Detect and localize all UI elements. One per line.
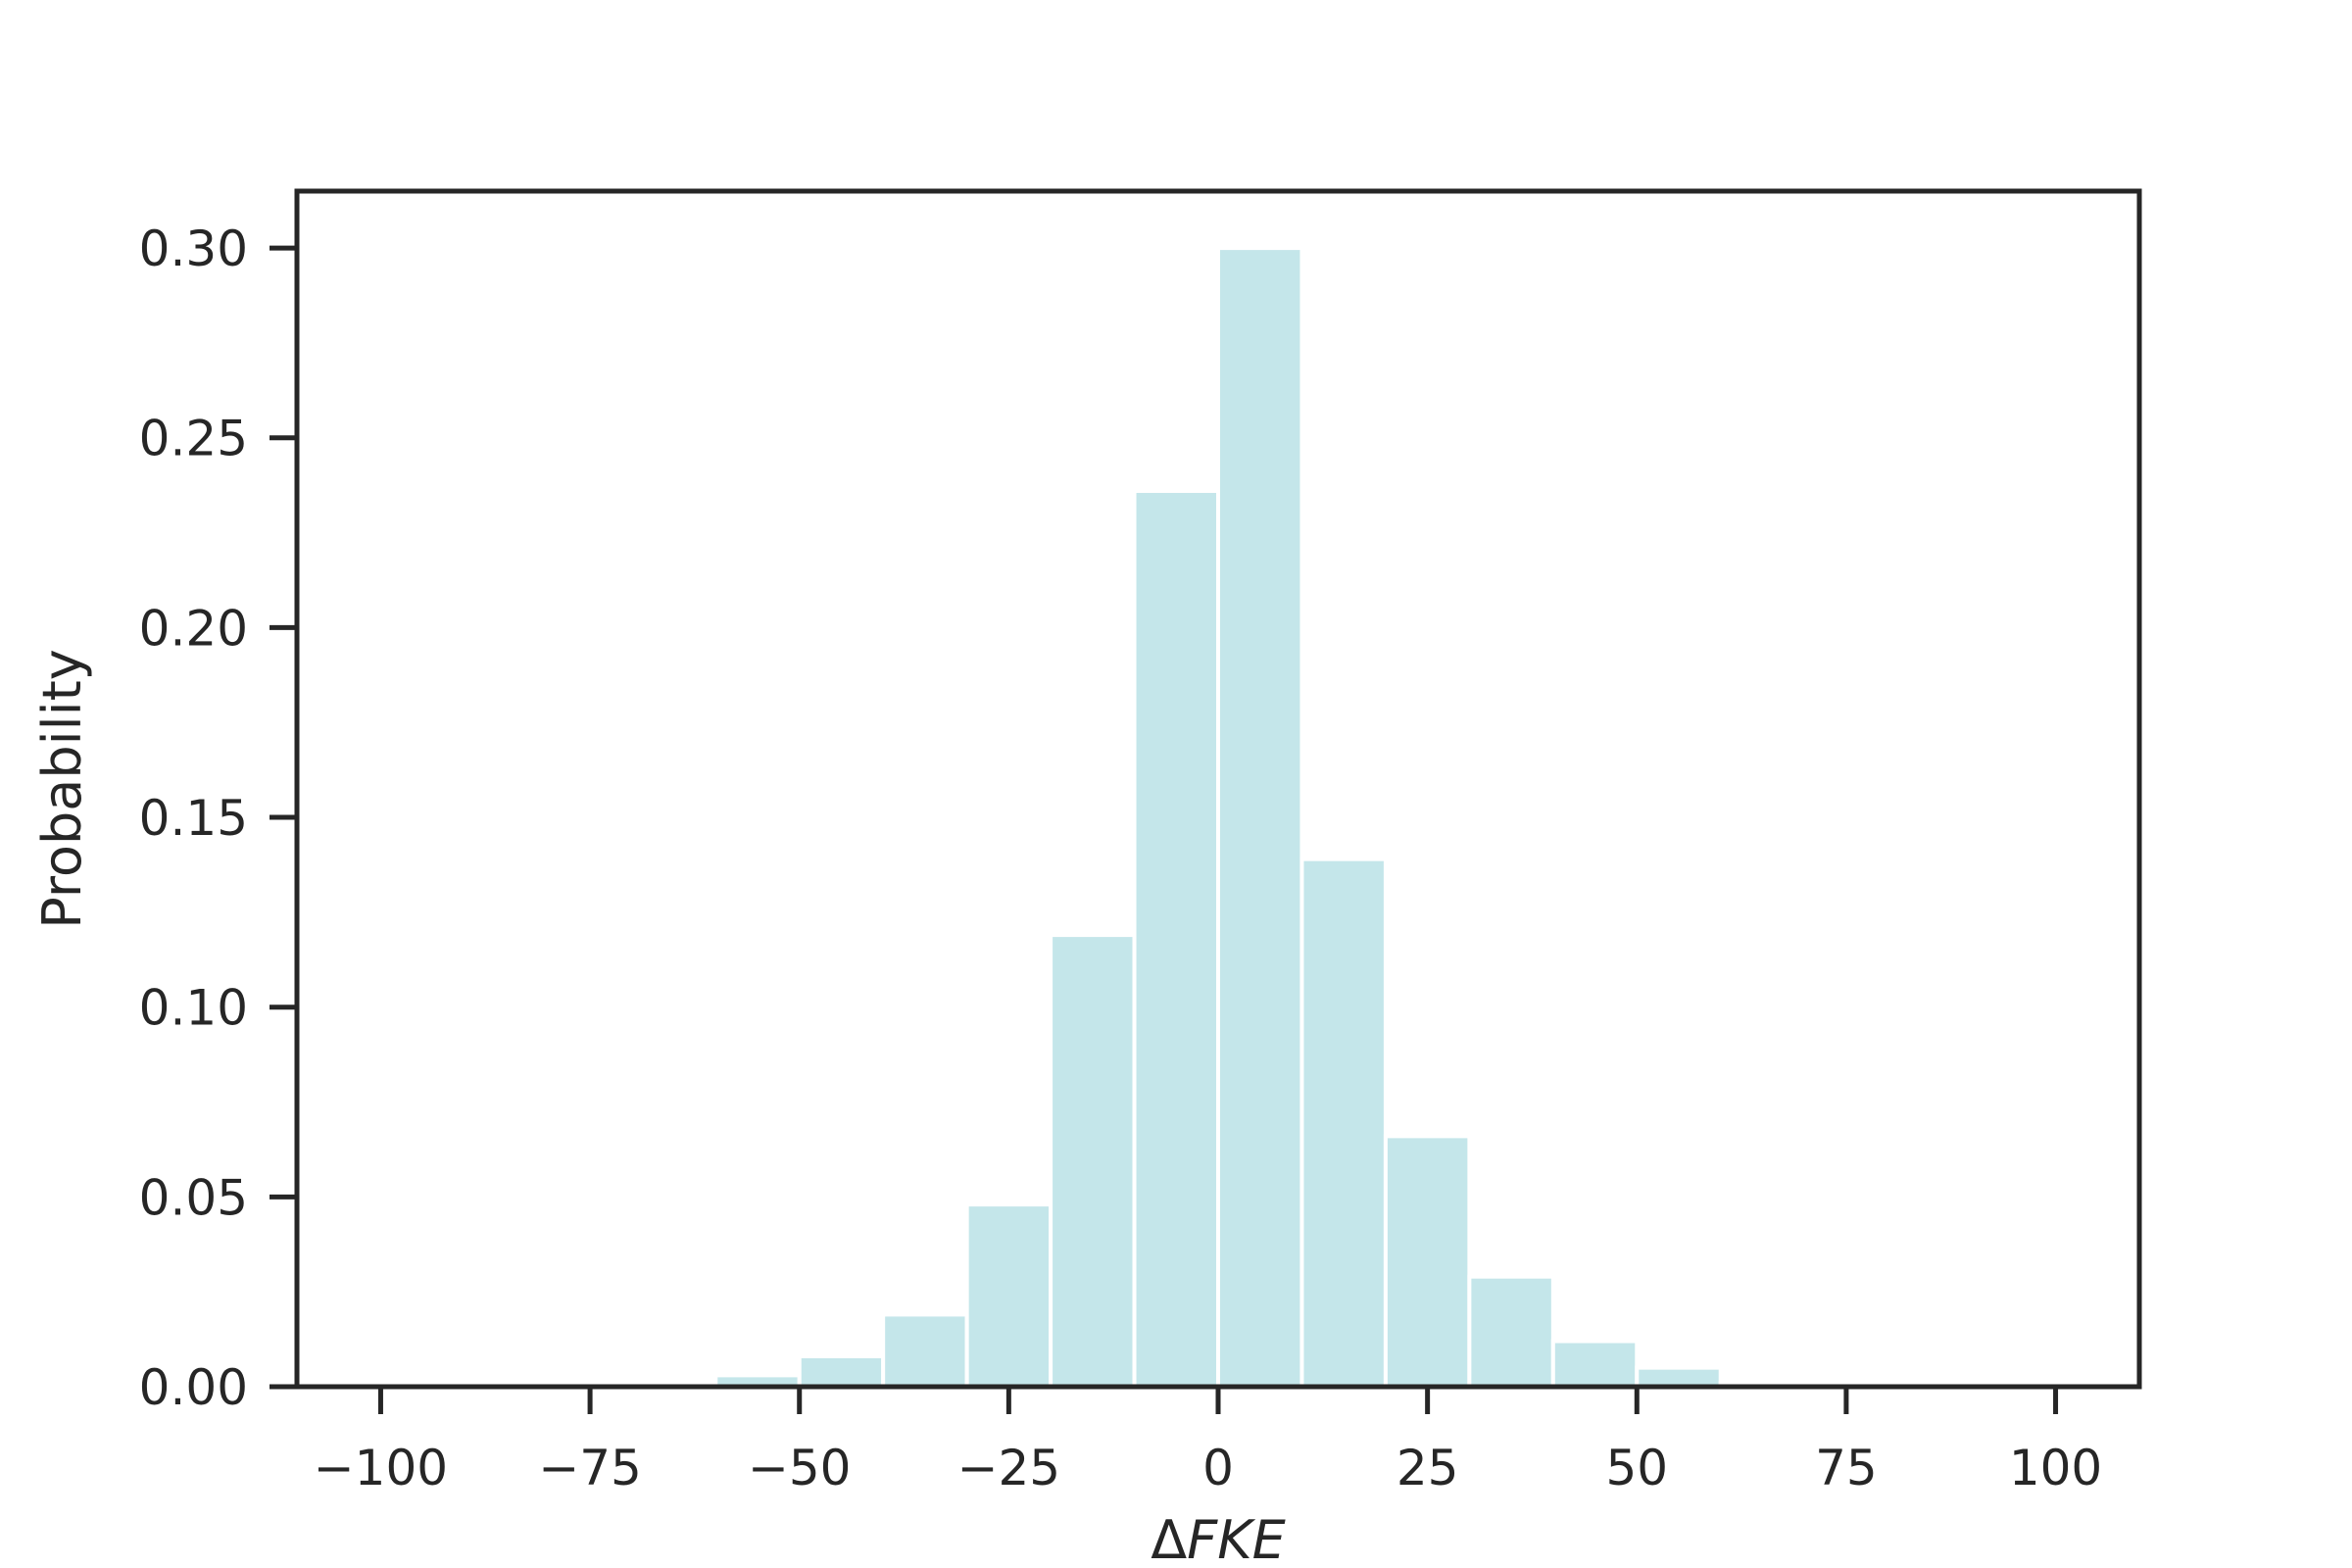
- y-tick-label: 0.15: [139, 790, 248, 847]
- x-axis-label: ΔFKE: [1151, 1509, 1286, 1568]
- histogram-bar: [1550, 1339, 1640, 1389]
- x-tick-label: 25: [1396, 1440, 1459, 1496]
- x-tick-label: 100: [2009, 1440, 2102, 1496]
- histogram-bar: [797, 1354, 886, 1389]
- x-tick-label: 50: [1605, 1440, 1668, 1496]
- y-tick-label: 0.25: [139, 411, 248, 467]
- histogram-bar: [1635, 1365, 1723, 1389]
- x-tick-label: −50: [748, 1440, 852, 1496]
- y-tick-label: 0.10: [139, 980, 248, 1037]
- x-axis-label-variable: FKE: [1187, 1509, 1286, 1568]
- x-tick-label: −100: [314, 1440, 448, 1496]
- y-axis-label: Probability: [31, 649, 93, 928]
- histogram-bar: [1299, 857, 1388, 1389]
- y-axis-ticks: 0.00 0.05 0.10 0.15 0.20 0.25 0.30: [139, 220, 297, 1416]
- histogram-bar: [1049, 933, 1137, 1389]
- histogram-bar: [964, 1202, 1054, 1389]
- histogram-bar: [1467, 1274, 1555, 1389]
- x-tick-label: 75: [1815, 1440, 1878, 1496]
- x-tick-label: 0: [1202, 1440, 1234, 1496]
- histogram-bar: [881, 1312, 969, 1390]
- histogram-bar: [1383, 1134, 1472, 1390]
- x-axis-label-prefix: Δ: [1151, 1509, 1187, 1568]
- histogram-bar: [1132, 488, 1220, 1389]
- y-tick-label: 0.00: [139, 1359, 248, 1416]
- y-tick-label: 0.20: [139, 600, 248, 657]
- y-tick-label: 0.30: [139, 220, 248, 277]
- y-tick-label: 0.05: [139, 1169, 248, 1226]
- x-tick-label: −75: [538, 1440, 642, 1496]
- x-tick-label: −25: [957, 1440, 1061, 1496]
- x-axis-ticks: −100 −75 −50 −25 0 25 50 75 100: [314, 1387, 2102, 1496]
- histogram-bars: [713, 246, 1807, 1390]
- histogram-bar: [1216, 246, 1304, 1390]
